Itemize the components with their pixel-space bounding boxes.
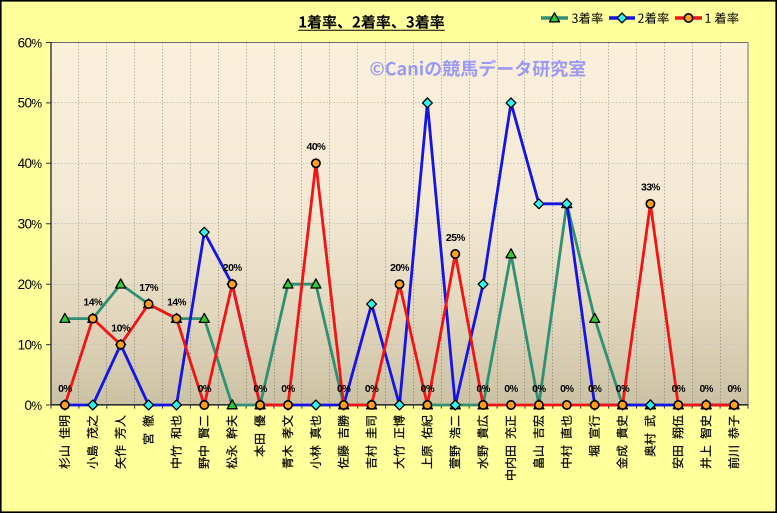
svg-text:30%: 30% [18, 217, 43, 232]
svg-text:0%: 0% [365, 383, 379, 395]
svg-text:10%: 10% [111, 322, 131, 334]
svg-text:0%: 0% [616, 383, 630, 395]
svg-text:0%: 0% [699, 383, 713, 395]
svg-text:40%: 40% [306, 141, 326, 153]
svg-text:40%: 40% [18, 156, 43, 171]
svg-text:0%: 0% [198, 383, 212, 395]
svg-text:0%: 0% [672, 383, 686, 395]
svg-text:20%: 20% [390, 262, 410, 274]
svg-text:0%: 0% [281, 383, 295, 395]
svg-text:0%: 0% [588, 383, 602, 395]
svg-text:14%: 14% [83, 296, 103, 308]
svg-text:0%: 0% [421, 383, 435, 395]
svg-text:0%: 0% [253, 383, 267, 395]
svg-text:33%: 33% [641, 182, 661, 194]
svg-text:0%: 0% [337, 383, 351, 395]
svg-text:20%: 20% [223, 262, 243, 274]
svg-text:0%: 0% [476, 383, 490, 395]
svg-text:0%: 0% [25, 398, 43, 413]
svg-text:50%: 50% [18, 96, 43, 111]
svg-text:14%: 14% [167, 296, 187, 308]
svg-text:0%: 0% [727, 383, 741, 395]
svg-text:20%: 20% [18, 277, 43, 292]
svg-text:0%: 0% [504, 383, 518, 395]
svg-text:0%: 0% [532, 383, 546, 395]
svg-text:0%: 0% [58, 383, 72, 395]
svg-text:60%: 60% [18, 35, 43, 50]
svg-text:10%: 10% [18, 337, 43, 352]
svg-text:25%: 25% [446, 232, 466, 244]
svg-text:0%: 0% [560, 383, 574, 395]
svg-text:17%: 17% [139, 282, 159, 294]
